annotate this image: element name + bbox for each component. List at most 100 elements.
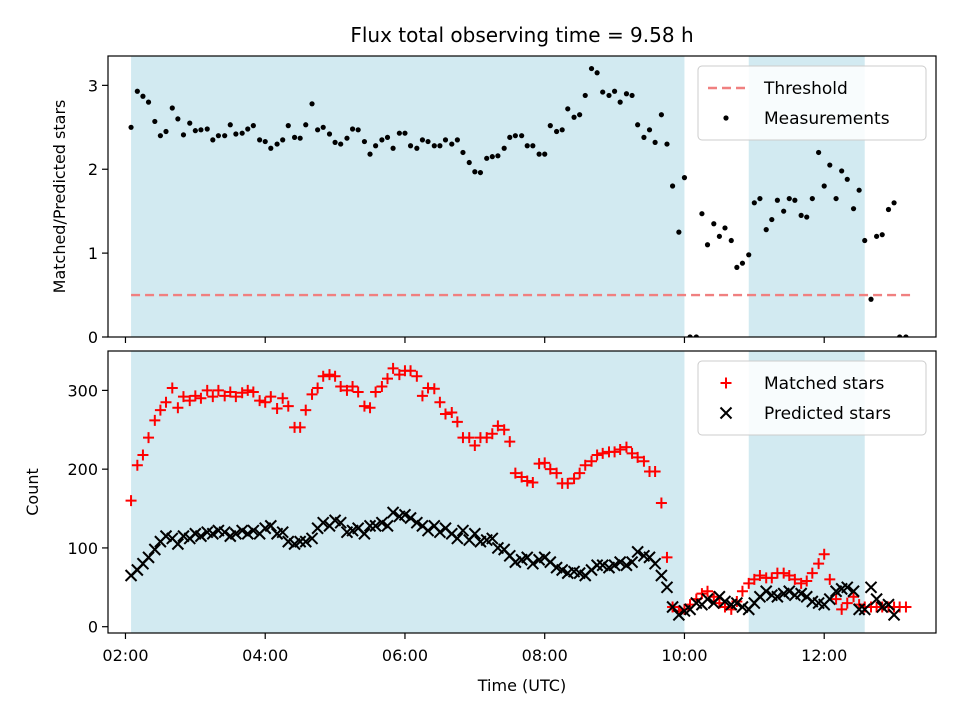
measurement-point bbox=[157, 133, 164, 139]
measurement-point bbox=[204, 126, 210, 132]
matched-point bbox=[463, 432, 475, 444]
predicted-point bbox=[317, 516, 330, 529]
matched-point bbox=[544, 463, 556, 475]
legend-label: Predicted stars bbox=[764, 404, 891, 424]
matched-point bbox=[661, 551, 673, 563]
matched-point bbox=[597, 447, 609, 459]
y-axis-label: Count bbox=[23, 468, 42, 516]
measurement-point bbox=[315, 127, 321, 133]
predicted-point bbox=[358, 527, 371, 540]
measurement-point bbox=[257, 137, 263, 143]
matched-point bbox=[813, 558, 825, 570]
matched-point bbox=[254, 395, 266, 407]
measurement-point bbox=[606, 92, 612, 99]
measurement-point bbox=[349, 126, 356, 132]
measurement-point bbox=[477, 169, 484, 176]
measurement-point bbox=[600, 89, 606, 95]
matched-point bbox=[806, 567, 818, 579]
chart-title: Flux total observing time = 9.58 h bbox=[350, 23, 693, 47]
x-tick-label: 06:00 bbox=[382, 646, 428, 665]
measurement-point bbox=[175, 116, 181, 122]
measurement-point bbox=[669, 183, 676, 189]
measurement-point bbox=[594, 70, 600, 76]
measurement-point bbox=[664, 141, 670, 147]
measurement-point bbox=[617, 99, 623, 105]
measurement-point bbox=[542, 151, 548, 157]
predicted-point bbox=[293, 535, 307, 548]
count-panel: 0 100 200 300 02:00 04:00 06:00 08:00 10:00 12:00… bbox=[23, 350, 937, 665]
predicted-point bbox=[468, 527, 482, 540]
matched-point bbox=[527, 477, 539, 489]
measurement-point bbox=[414, 145, 420, 151]
matched-point bbox=[416, 390, 428, 402]
y-tick-label: 100 bbox=[67, 539, 98, 558]
matched-point bbox=[387, 362, 399, 374]
observing-interval-1 bbox=[131, 56, 685, 337]
measurement-point bbox=[519, 133, 525, 139]
predicted-point bbox=[142, 551, 155, 564]
measurement-point bbox=[781, 208, 787, 214]
matched-point bbox=[521, 475, 533, 487]
predicted-point bbox=[660, 581, 674, 594]
predicted-point bbox=[386, 506, 400, 519]
measurement-point bbox=[553, 128, 560, 135]
axes-frame-1 bbox=[107, 350, 937, 634]
matched-point bbox=[789, 573, 801, 585]
measurement-point bbox=[687, 334, 693, 337]
measurement-point bbox=[728, 237, 734, 244]
predicted-point bbox=[381, 519, 394, 533]
matched-point bbox=[277, 392, 289, 404]
matched-point bbox=[376, 380, 388, 392]
predicted-point bbox=[864, 581, 878, 594]
matched-point bbox=[370, 386, 382, 398]
matched-point bbox=[801, 575, 813, 587]
matched-point bbox=[638, 455, 650, 467]
matched-point bbox=[306, 388, 318, 400]
measurement-point bbox=[140, 93, 146, 99]
measurement-point bbox=[879, 232, 885, 238]
matched-point bbox=[795, 577, 807, 589]
measurement-point bbox=[332, 139, 338, 145]
measurement-point bbox=[833, 195, 839, 202]
predicted-point bbox=[334, 516, 347, 529]
matched-point bbox=[766, 572, 778, 584]
matched-point bbox=[562, 477, 574, 489]
matched-point bbox=[236, 387, 248, 399]
measurement-point bbox=[751, 200, 757, 206]
measurement-point bbox=[658, 112, 664, 118]
y-tick-label: 2 bbox=[88, 160, 98, 179]
matched-point bbox=[393, 369, 405, 381]
measurement-point bbox=[897, 334, 903, 337]
predicted-point bbox=[171, 537, 185, 551]
observing-interval-1 bbox=[131, 351, 685, 633]
measurement-point bbox=[746, 252, 752, 258]
measurement-point bbox=[530, 143, 536, 149]
ratio-panel: 0 1 2 3 Matched/Predicted stars Threshold Meas… bbox=[50, 55, 937, 347]
legend-label: Measurements bbox=[764, 109, 890, 129]
measurement-point bbox=[809, 195, 815, 202]
measurement-point bbox=[431, 143, 437, 149]
matched-point bbox=[516, 471, 528, 483]
measurement-point bbox=[437, 143, 443, 149]
matched-point bbox=[294, 421, 306, 433]
y-tick-label: 300 bbox=[67, 381, 98, 400]
predicted-point bbox=[299, 535, 312, 548]
measurement-point bbox=[507, 134, 513, 140]
predicted-point bbox=[613, 555, 627, 569]
matched-point bbox=[154, 404, 166, 416]
measurement-point bbox=[903, 334, 909, 337]
y-tick-label: 0 bbox=[88, 328, 98, 347]
matched-point bbox=[312, 382, 324, 394]
measurement-point bbox=[192, 128, 198, 134]
predicted-point bbox=[771, 590, 784, 603]
measurement-point bbox=[355, 127, 361, 133]
plot-area-1 bbox=[124, 362, 912, 622]
matched-point bbox=[247, 386, 259, 398]
measurement-point bbox=[215, 133, 221, 139]
measurement-point bbox=[774, 197, 780, 203]
measurement-point bbox=[309, 101, 315, 107]
predicted-point bbox=[218, 525, 231, 539]
matched-point bbox=[381, 373, 393, 385]
measurement-point bbox=[588, 65, 595, 72]
